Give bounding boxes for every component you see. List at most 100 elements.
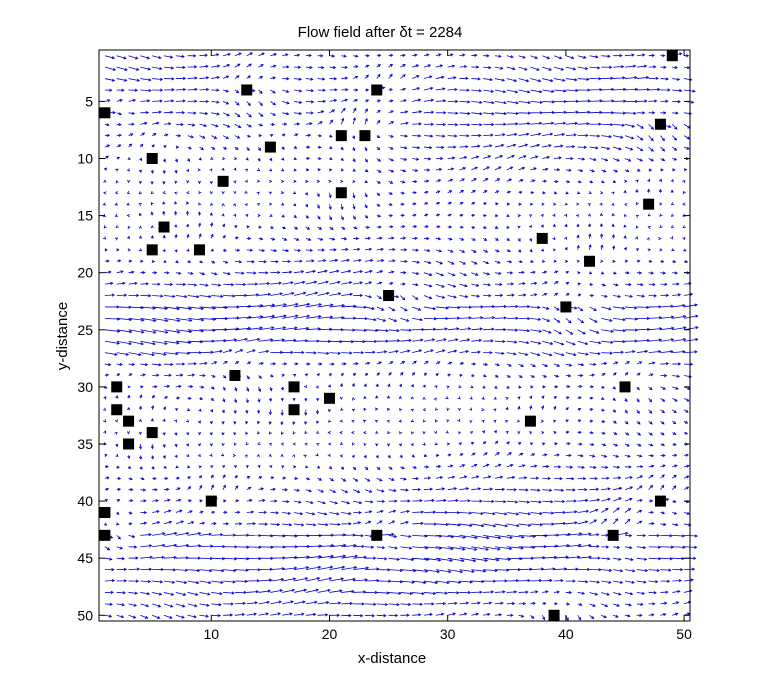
velocity-arrowhead [442, 87, 446, 91]
velocity-arrowhead [244, 293, 248, 298]
velocity-arrowhead [536, 143, 541, 147]
velocity-arrow [400, 350, 410, 354]
velocity-arrowhead [205, 76, 210, 80]
velocity-arrowhead [259, 326, 263, 330]
velocity-arrowhead [484, 362, 489, 366]
velocity-arrowhead [602, 419, 606, 423]
velocity-arrowhead [330, 554, 335, 558]
velocity-arrow [175, 374, 183, 376]
velocity-arrow [246, 52, 253, 57]
velocity-arrow [435, 488, 445, 491]
velocity-arrowhead [485, 261, 490, 265]
velocity-arrowhead [646, 305, 650, 309]
velocity-arrow [624, 455, 631, 458]
velocity-arrowhead [682, 350, 686, 354]
velocity-arrowhead [580, 308, 584, 312]
velocity-arrowhead [629, 486, 634, 490]
velocity-arrowhead [425, 190, 429, 194]
velocity-arrowhead [286, 112, 290, 116]
velocity-arrowhead [172, 294, 176, 298]
velocity-arrow [376, 351, 387, 354]
velocity-arrowhead [348, 281, 353, 285]
velocity-arrowhead [306, 477, 311, 481]
velocity-arrowhead [233, 421, 237, 425]
velocity-arrow [483, 569, 498, 572]
velocity-arrow [589, 455, 595, 457]
velocity-arrowhead [606, 476, 610, 480]
velocity-arrowhead [176, 341, 180, 345]
velocity-arrowhead [635, 179, 639, 183]
velocity-arrowhead [369, 269, 373, 274]
velocity-arrowhead [389, 214, 394, 218]
velocity-arrowhead [646, 87, 651, 92]
velocity-arrow [554, 89, 566, 92]
velocity-arrow [589, 318, 598, 323]
velocity-arrowhead [427, 64, 432, 68]
velocity-arrowhead [125, 352, 130, 356]
velocity-arrowhead [520, 452, 524, 456]
velocity-arrow [187, 77, 197, 79]
velocity-arrowhead [288, 523, 293, 527]
velocity-arrow [246, 63, 252, 68]
velocity-arrowhead [574, 78, 578, 82]
velocity-arrowhead [362, 340, 366, 344]
velocity-arrowhead [330, 303, 334, 307]
velocity-arrow [565, 329, 573, 335]
velocity-arrowhead [482, 441, 487, 445]
velocity-arrowhead [536, 67, 540, 71]
velocity-arrowhead [450, 249, 454, 253]
velocity-arrow [294, 534, 310, 537]
velocity-arrowhead [146, 56, 151, 60]
velocity-arrowhead [385, 339, 389, 343]
velocity-arrowhead [138, 405, 143, 410]
velocity-arrowhead [378, 361, 382, 365]
velocity-arrowhead [370, 545, 375, 549]
velocity-arrow [506, 476, 515, 479]
velocity-arrowhead [327, 384, 331, 388]
velocity-arrowhead [320, 54, 324, 58]
velocity-arrowhead [658, 557, 662, 561]
velocity-arrowhead [196, 295, 200, 299]
velocity-arrowhead [105, 373, 110, 377]
velocity-arrowhead [577, 282, 581, 286]
velocity-arrow [152, 521, 160, 525]
velocity-arrowhead [209, 212, 213, 216]
velocity-arrowhead [660, 168, 664, 172]
velocity-arrowhead [551, 110, 556, 115]
velocity-arrowhead [140, 259, 144, 263]
velocity-arrow [293, 489, 300, 492]
velocity-arrowhead [400, 371, 404, 376]
velocity-arrowhead [672, 259, 677, 264]
velocity-arrow [671, 135, 677, 141]
velocity-arrowhead [447, 373, 451, 377]
velocity-arrowhead [652, 282, 656, 287]
velocity-arrowhead [629, 546, 633, 550]
velocity-arrowhead [482, 385, 486, 389]
velocity-arrow [542, 363, 548, 367]
velocity-arrow [577, 352, 589, 355]
velocity-arrowhead [268, 453, 272, 458]
velocity-arrow [589, 340, 601, 344]
velocity-arrowhead [515, 316, 519, 320]
velocity-arrowhead [460, 190, 465, 193]
velocity-arrow [222, 123, 230, 128]
velocity-arrowhead [182, 99, 186, 103]
velocity-arrow [483, 155, 491, 159]
velocity-arrow [317, 352, 329, 354]
velocity-arrowhead [352, 117, 356, 121]
velocity-arrowhead [593, 362, 597, 366]
velocity-arrowhead [499, 293, 504, 297]
velocity-arrow [140, 363, 148, 366]
velocity-arrowhead [513, 488, 517, 492]
velocity-arrowhead [295, 133, 299, 137]
velocity-arrow [294, 340, 308, 342]
velocity-arrowhead [673, 157, 678, 161]
velocity-arrow [400, 64, 406, 68]
velocity-arrow [128, 271, 134, 274]
velocity-arrow [518, 464, 525, 468]
velocity-arrowhead [630, 147, 634, 151]
velocity-arrowhead [553, 259, 557, 263]
velocity-arrowhead [351, 431, 355, 435]
velocity-arrowhead [363, 395, 367, 400]
velocity-arrow [424, 111, 434, 114]
